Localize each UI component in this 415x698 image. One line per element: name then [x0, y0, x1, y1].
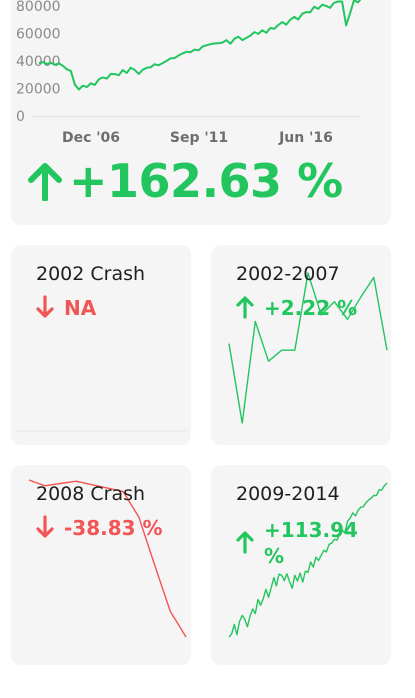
y-tick-label: 40000 [16, 54, 61, 70]
y-tick-label: 0 [16, 109, 25, 125]
sparkline-chart [228, 272, 388, 424]
card-change: +113.94 % [236, 517, 358, 569]
sparkline-path [228, 272, 388, 424]
y-tick-label: 20000 [16, 82, 61, 98]
x-tick-label: Sep '11 [170, 130, 228, 146]
card-title: 2009-2014 [236, 483, 340, 505]
card-change: NA [36, 295, 96, 321]
period-card-2009-2014[interactable]: 2009-2014 +113.94 % [211, 465, 391, 665]
sparkline-path [28, 479, 187, 638]
period-card-2008-crash[interactable]: 2008 Crash -38.83 % [11, 465, 191, 665]
period-card-2002-crash[interactable]: 2002 Crash NA [11, 245, 191, 445]
sparkline-chart [28, 479, 187, 638]
arrow-down-icon [36, 295, 54, 318]
main-performance-card: 0 20000 40000 60000 80000 Dec '06 Sep '11 Jun '… [11, 0, 391, 225]
y-tick-label: 80000 [16, 0, 61, 15]
card-title: 2002-2007 [236, 263, 340, 285]
sparkline-chart [228, 482, 388, 638]
card-change: -38.83 % [36, 515, 163, 541]
total-change: +162.63 % [27, 154, 343, 208]
card-change-value: +2.22 % [264, 296, 358, 320]
total-change-value: +162.63 % [69, 154, 343, 208]
card-title: 2008 Crash [36, 483, 146, 505]
arrow-up-icon [236, 296, 254, 319]
arrow-down-icon [36, 515, 54, 538]
card-title: 2002 Crash [36, 263, 146, 285]
series-line [38, 0, 362, 91]
arrow-up-icon [236, 531, 254, 554]
y-tick-label: 60000 [16, 27, 61, 43]
card-change: +2.22 % [236, 295, 357, 321]
main-line-chart: 0 20000 40000 60000 80000 Dec '06 Sep '11 Jun '… [16, 0, 362, 146]
x-tick-label: Jun '16 [278, 130, 333, 146]
sparkline-chart [16, 430, 186, 432]
card-change-value: -38.83 % [64, 516, 163, 540]
card-change-value: +113.94 % [264, 518, 358, 568]
card-change-value: NA [64, 296, 97, 320]
period-card-2002-2007[interactable]: 2002-2007 +2.22 % [211, 245, 391, 445]
arrow-up-icon [28, 163, 62, 201]
sparkline-path [228, 482, 388, 638]
x-tick-label: Dec '06 [62, 130, 120, 146]
